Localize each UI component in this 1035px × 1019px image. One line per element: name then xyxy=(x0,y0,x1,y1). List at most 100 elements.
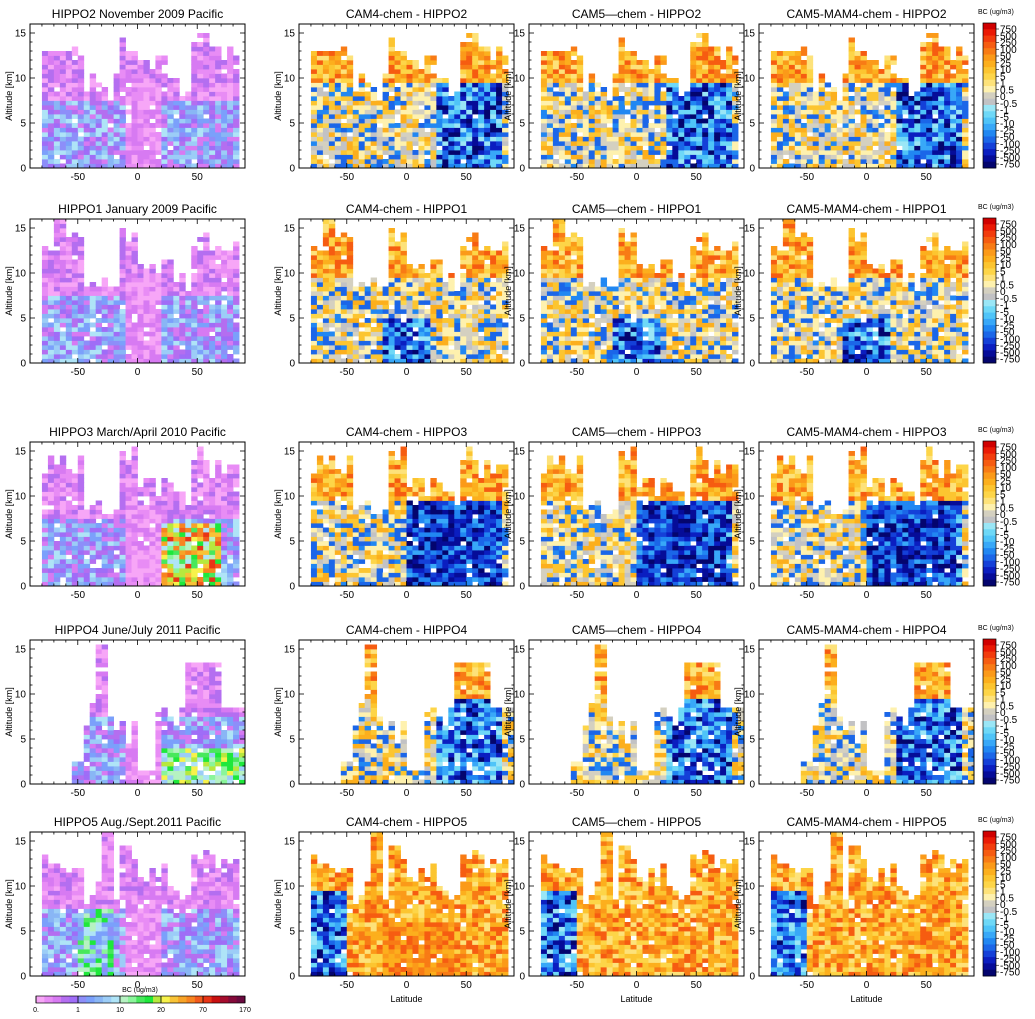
heatmap-cell xyxy=(334,322,342,328)
heatmap-cell xyxy=(956,136,963,142)
heatmap-cell xyxy=(412,309,419,314)
heatmap-cell xyxy=(400,96,407,101)
heatmap-cell xyxy=(191,109,198,115)
heatmap-cell xyxy=(119,318,126,323)
heatmap-cell xyxy=(630,82,637,88)
heatmap-cell xyxy=(143,154,150,160)
heatmap-cell xyxy=(107,132,115,137)
heatmap-cell xyxy=(173,291,180,296)
heatmap-cell xyxy=(53,150,61,155)
heatmap-cell xyxy=(155,291,162,296)
heatmap-cell xyxy=(370,114,378,119)
heatmap-cell xyxy=(726,73,733,79)
heatmap-cell xyxy=(770,60,778,65)
heatmap-cell xyxy=(854,136,861,142)
heatmap-cell xyxy=(340,246,348,251)
heatmap-cell xyxy=(394,154,401,160)
heatmap-cell xyxy=(902,96,909,101)
heatmap-cell xyxy=(227,60,234,65)
heatmap-cells xyxy=(770,33,969,169)
heatmap-cell xyxy=(352,118,360,124)
heatmap-cell xyxy=(119,105,126,110)
heatmap-cell xyxy=(848,154,855,160)
heatmap-cell xyxy=(53,340,61,346)
heatmap-cell xyxy=(328,331,336,337)
heatmap-cell xyxy=(382,163,389,169)
heatmap-cell xyxy=(920,55,927,61)
heatmap-cell xyxy=(714,145,721,151)
heatmap-cell xyxy=(95,286,103,292)
heatmap-cell xyxy=(678,136,685,142)
heatmap-cell xyxy=(203,277,210,283)
heatmap-cell xyxy=(654,96,661,101)
heatmap-cell xyxy=(412,304,419,310)
heatmap-cell xyxy=(902,136,909,142)
heatmap-cell xyxy=(496,264,503,269)
heatmap-cell xyxy=(334,331,342,337)
heatmap-cell xyxy=(546,100,554,106)
heatmap-cell xyxy=(430,73,437,79)
heatmap-cell xyxy=(382,91,389,97)
heatmap-cell xyxy=(221,327,228,332)
heatmap-cell xyxy=(830,118,838,124)
heatmap-cell xyxy=(484,55,491,61)
heatmap-cell xyxy=(666,118,673,124)
heatmap-cell xyxy=(227,250,234,256)
heatmap-cell xyxy=(890,127,897,133)
heatmap-cell xyxy=(950,114,957,119)
heatmap-cell xyxy=(866,150,873,155)
heatmap-cell xyxy=(782,91,790,97)
heatmap-cell xyxy=(818,154,826,160)
heatmap-cell xyxy=(702,87,709,92)
heatmap-cell xyxy=(800,145,808,151)
heatmap-cell xyxy=(310,51,318,56)
heatmap-cell xyxy=(926,42,933,47)
heatmap-cell xyxy=(191,300,198,305)
heatmap-cell xyxy=(137,78,144,83)
heatmap-cell xyxy=(227,282,234,287)
heatmap-cell xyxy=(460,313,467,319)
heatmap-cell xyxy=(83,132,91,137)
heatmap-cell xyxy=(149,73,156,79)
heatmap-cell xyxy=(203,127,210,133)
heatmap-cell xyxy=(179,313,186,319)
heatmap-cell xyxy=(394,132,401,137)
heatmap-cell xyxy=(358,345,366,350)
heatmap-cell xyxy=(388,237,395,242)
heatmap-cell xyxy=(708,55,715,61)
heatmap-cell xyxy=(448,318,455,323)
heatmap-cell xyxy=(478,273,485,278)
heatmap-cell xyxy=(478,64,485,70)
heatmap-cell xyxy=(322,259,330,265)
heatmap-cell xyxy=(137,295,144,301)
heatmap-cell xyxy=(400,286,407,292)
heatmap-cell xyxy=(388,241,395,247)
heatmap-cell xyxy=(388,136,395,142)
heatmap-cell xyxy=(660,105,667,110)
heatmap-cell xyxy=(430,127,437,133)
heatmap-cell xyxy=(938,73,945,79)
heatmap-cell xyxy=(478,100,485,106)
heatmap-cell xyxy=(167,96,174,101)
heatmap-cell xyxy=(322,268,330,274)
heatmap-cell xyxy=(872,60,879,65)
panel-r2-c1: HIPPO1 January 2009 Pacific-50 0 50051015A… xyxy=(4,202,246,378)
heatmap-cell xyxy=(866,159,873,164)
heatmap-cell xyxy=(233,246,240,251)
heatmap-cell xyxy=(191,123,198,128)
heatmap-cell xyxy=(352,345,360,350)
heatmap-cell xyxy=(576,73,584,79)
heatmap-cell xyxy=(203,327,210,332)
heatmap-cell xyxy=(540,159,548,164)
heatmap-cell xyxy=(424,82,431,88)
heatmap-cell xyxy=(902,127,909,133)
heatmap-cell xyxy=(430,141,437,146)
heatmap-cell xyxy=(41,322,49,328)
heatmap-cell xyxy=(684,127,691,133)
heatmap-cell xyxy=(540,91,548,97)
heatmap-cell xyxy=(466,100,473,106)
heatmap-cell xyxy=(155,141,162,146)
heatmap-cell xyxy=(89,96,97,101)
heatmap-cell xyxy=(654,91,661,97)
heatmap-cell xyxy=(672,78,679,83)
